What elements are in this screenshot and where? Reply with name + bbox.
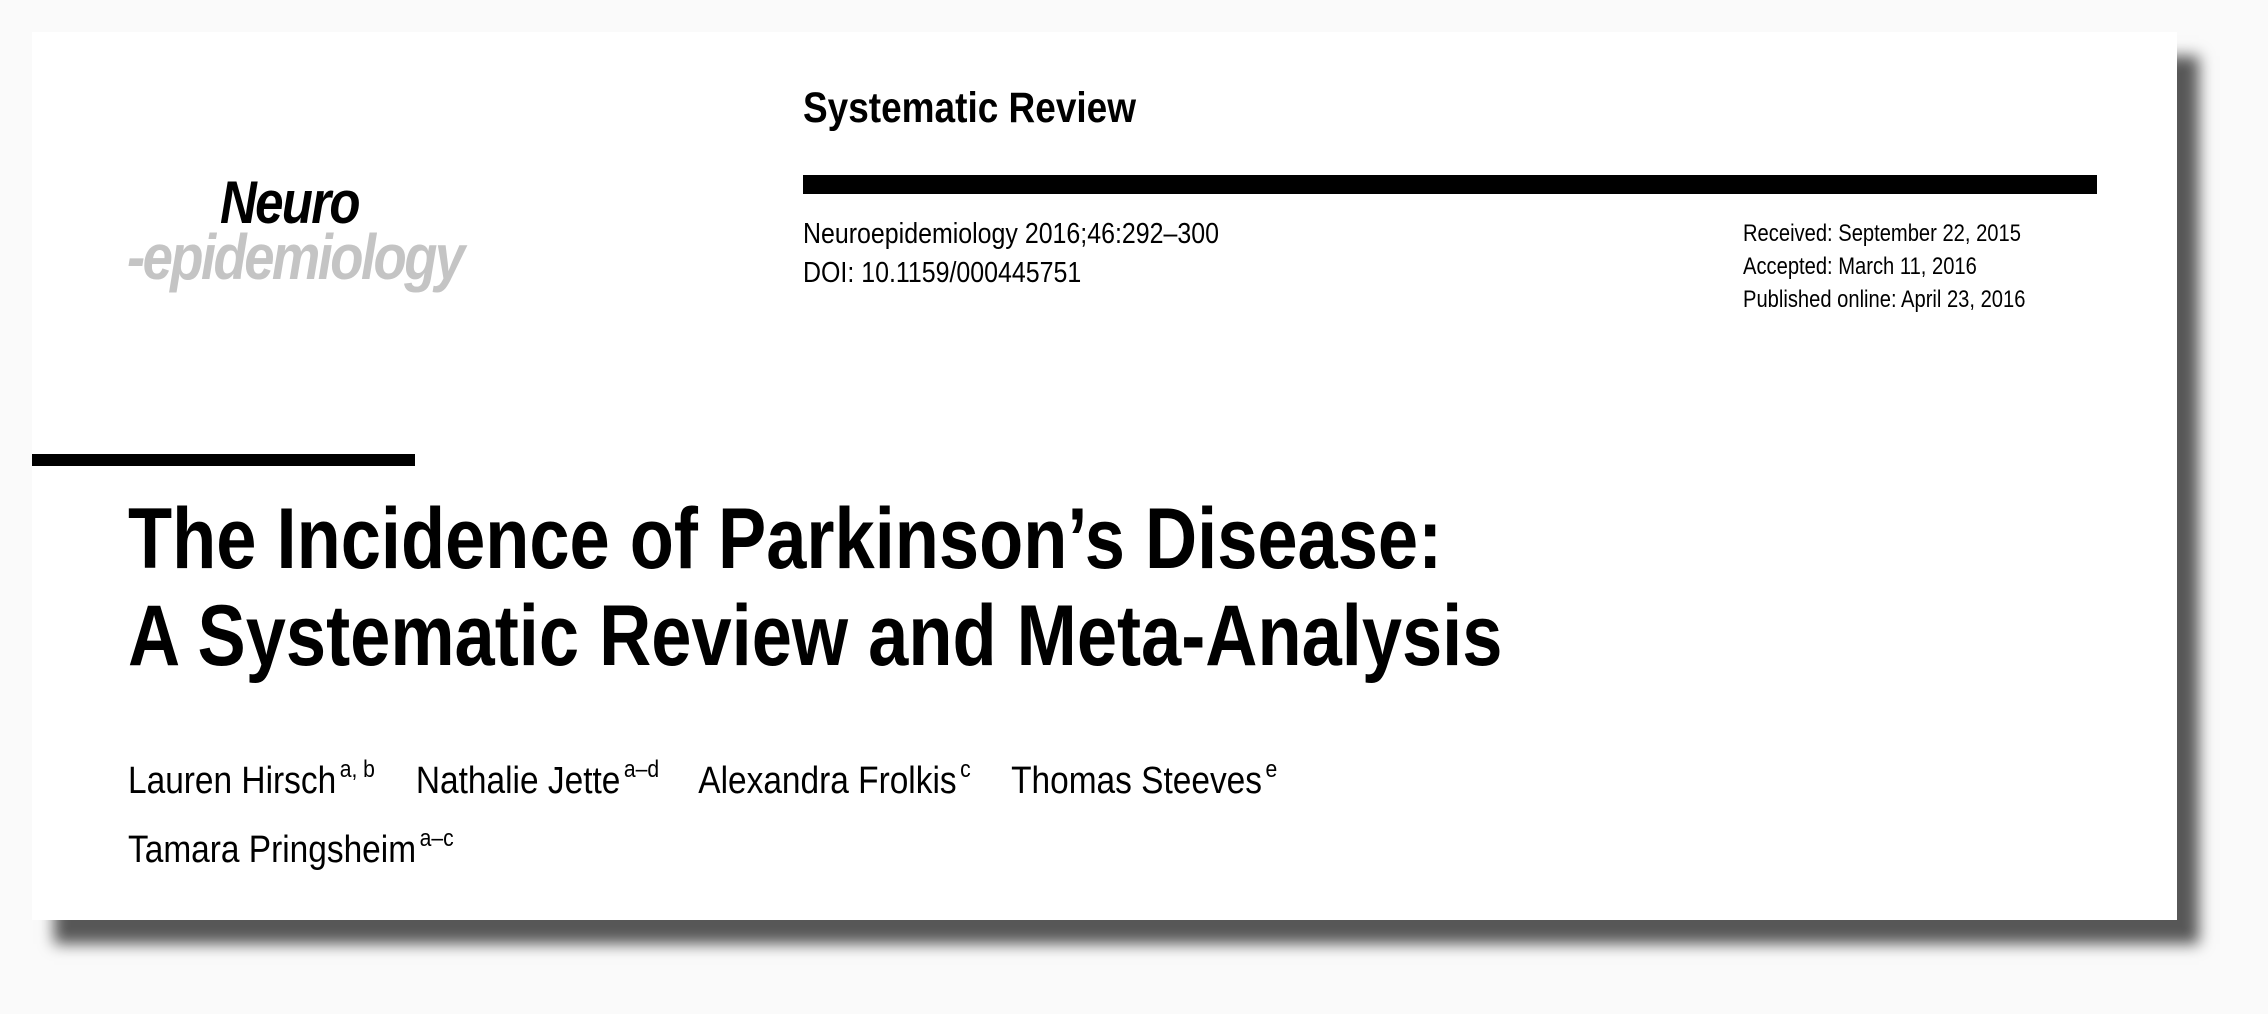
header-rule	[803, 175, 2097, 194]
author-list-line2: Tamara Pringsheim a–c	[128, 825, 534, 872]
article-title-line1: The Incidence of Parkinson’s Disease:	[128, 491, 1443, 587]
affiliation-marker: a–d	[623, 756, 660, 783]
affiliation-marker: a–c	[419, 825, 454, 852]
title-rule	[32, 454, 415, 466]
author[interactable]: Tamara Pringsheim a–c	[128, 825, 454, 871]
author-list-line1: Lauren Hirsch a, b Nathalie Jette a–d Alex…	[128, 756, 1470, 803]
author[interactable]: Alexandra Frolkis c	[698, 756, 971, 802]
affiliation-marker: a, b	[339, 756, 375, 783]
affiliation-marker: c	[960, 756, 971, 783]
article-title-line2: A Systematic Review and Meta-Analysis	[128, 588, 1503, 684]
article-header-page: Neuro -epidemiology Systematic Review Ne…	[32, 32, 2177, 920]
affiliation-marker: e	[1265, 756, 1278, 783]
journal-logo-epidemiology: -epidemiology	[127, 221, 465, 293]
section-label: Systematic Review	[803, 84, 1137, 132]
author[interactable]: Lauren Hirsch a, b	[128, 756, 375, 802]
published-date: Published online: April 23, 2016	[1743, 286, 2026, 313]
accepted-date: Accepted: March 11, 2016	[1743, 253, 1977, 280]
journal-citation: Neuroepidemiology 2016;46:292–300	[803, 218, 1219, 250]
author[interactable]: Thomas Steeves e	[1011, 756, 1278, 802]
doi-link[interactable]: DOI: 10.1159/000445751	[803, 257, 1082, 289]
author[interactable]: Nathalie Jette a–d	[415, 756, 660, 802]
journal-logo-neuro: Neuro	[220, 169, 361, 236]
received-date: Received: September 22, 2015	[1743, 220, 2021, 247]
